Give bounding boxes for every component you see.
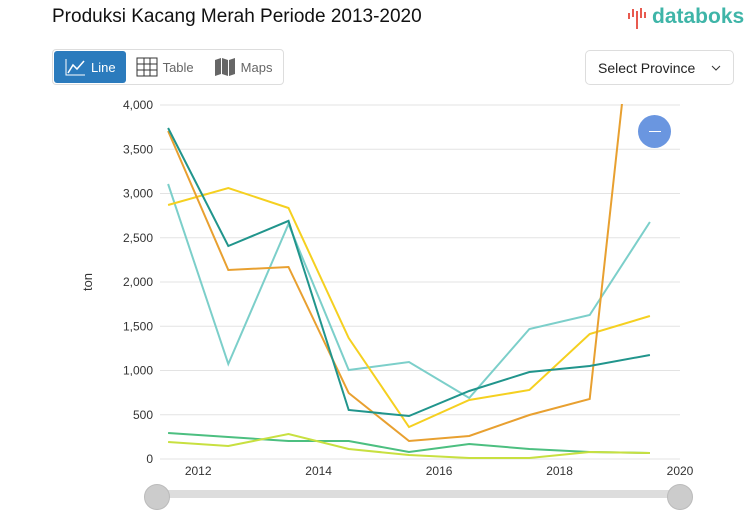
x-tick-label: 2020: [667, 464, 694, 478]
series-line-1[interactable]: [168, 188, 650, 427]
zoom-out-button[interactable]: [638, 115, 671, 148]
y-tick-label: 500: [133, 408, 153, 422]
series-line-3[interactable]: [168, 128, 650, 416]
y-tick-label: 1,000: [123, 364, 153, 378]
series-line-0[interactable]: [168, 184, 650, 398]
y-tick-label: 4,000: [123, 98, 153, 112]
y-tick-label: 3,500: [123, 142, 153, 156]
x-tick-label: 2018: [546, 464, 573, 478]
y-tick-label: 2,000: [123, 275, 153, 289]
minus-icon: [649, 131, 661, 132]
series-line-2[interactable]: [168, 0, 650, 441]
y-tick-label: 3,000: [123, 187, 153, 201]
x-tick-label: 2012: [185, 464, 212, 478]
x-tick-label: 2014: [305, 464, 332, 478]
y-tick-label: 1,500: [123, 319, 153, 333]
y-tick-label: 0: [146, 452, 153, 466]
range-handle-left[interactable]: [144, 484, 170, 510]
range-scrollbar[interactable]: [157, 490, 680, 498]
range-handle-right[interactable]: [667, 484, 693, 510]
y-axis-label: ton: [80, 273, 95, 291]
x-tick-label: 2016: [426, 464, 453, 478]
y-tick-label: 2,500: [123, 231, 153, 245]
line-chart: 0 500 1,000 1,500 2,000 2,500 3,000 3,500 4,000 2…: [0, 0, 753, 498]
